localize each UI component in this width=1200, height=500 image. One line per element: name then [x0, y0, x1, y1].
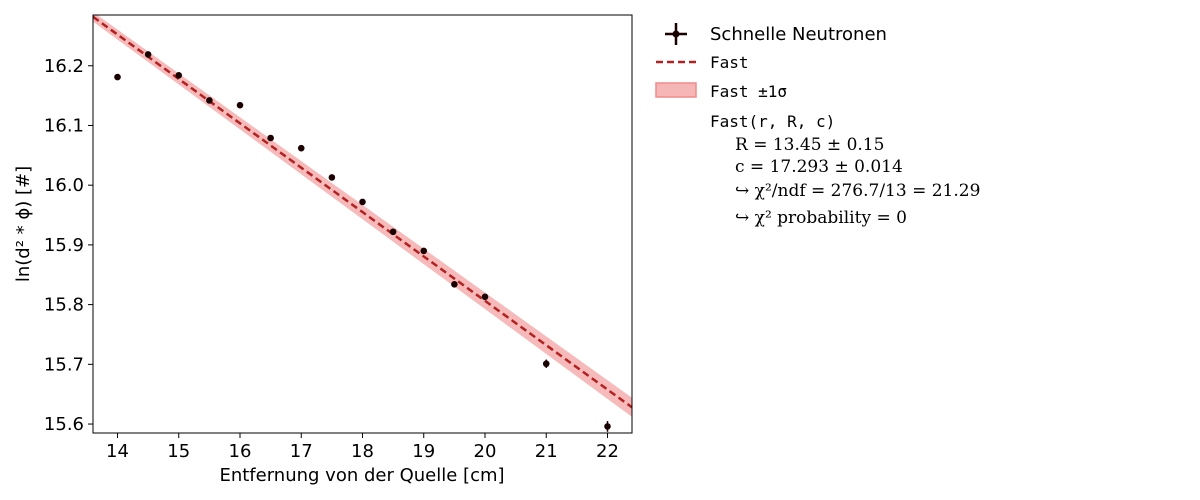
legend-band-swatch: [655, 82, 697, 98]
legend-item-band: Fast ±1σ: [655, 82, 787, 101]
data-point-marker: [297, 144, 305, 152]
y-tick-label: 15.9: [44, 235, 84, 256]
legend-chi2-ndf: ↪ χ²/ndf = 276.7/13 = 21.29: [735, 181, 980, 201]
y-tick-label: 16.0: [44, 175, 84, 196]
y-tick-label: 15.6: [44, 414, 84, 435]
legend-item-points: Schnelle Neutronen: [665, 23, 887, 45]
data-point-marker: [206, 97, 213, 104]
x-tick-label: 19: [412, 441, 435, 462]
y-tick-label: 16.2: [44, 56, 84, 77]
data-point-marker: [542, 360, 550, 368]
data-point-marker: [420, 247, 428, 255]
legend-chi2-probability: ↪ χ² probability = 0: [735, 208, 907, 228]
y-axis-title: ln(d² * ϕ) [#]: [13, 166, 34, 282]
data-point: [175, 72, 183, 79]
data-point: [420, 247, 428, 255]
data-point: [481, 293, 489, 301]
plot-area: [93, 15, 632, 432]
x-tick-label: 17: [290, 441, 313, 462]
legend-label-band: Fast ±1σ: [710, 82, 787, 101]
data-point-marker: [389, 228, 397, 236]
fit-uncertainty-band: [93, 15, 632, 417]
data-point-marker: [359, 198, 366, 206]
legend-param-c: c = 17.293 ± 0.014: [735, 157, 903, 177]
data-point: [267, 134, 274, 142]
data-point: [144, 51, 152, 58]
x-axis-title: Entfernung von der Quelle [cm]: [219, 465, 504, 486]
x-tick-label: 16: [229, 441, 252, 462]
x-tick-label: 14: [106, 441, 129, 462]
data-point: [206, 97, 213, 104]
x-tick-label: 18: [351, 441, 374, 462]
x-tick-label: 15: [167, 441, 190, 462]
data-point: [114, 73, 121, 81]
x-tick-label: 22: [596, 441, 619, 462]
data-point: [451, 281, 458, 288]
data-point-marker: [236, 101, 244, 109]
x-axis-ticks: 14 15 16 17 18 19 20 21 22: [106, 433, 619, 462]
legend-param-r: R = 13.45 ± 0.15: [735, 135, 884, 155]
x-tick-label: 21: [535, 441, 558, 462]
data-point-marker: [481, 293, 489, 301]
legend-item-fit: Fast: [656, 53, 749, 72]
y-axis-ticks: 15.6 15.7 15.8 15.9 16.0 16.1 16.2: [44, 56, 93, 435]
data-point: [389, 228, 397, 236]
legend: Schnelle Neutronen Fast Fast ±1σ Fast(r,…: [655, 23, 980, 228]
data-point-marker: [175, 72, 183, 79]
data-point: [359, 198, 366, 206]
data-point-marker: [328, 174, 336, 181]
data-point-marker: [451, 281, 458, 288]
fit-line: [93, 15, 632, 409]
data-point-marker: [604, 423, 611, 430]
data-point: [297, 144, 305, 152]
data-point: [236, 101, 244, 109]
y-tick-label: 15.7: [44, 354, 84, 375]
legend-point-marker: [672, 30, 680, 38]
data-point: [328, 174, 336, 181]
data-point-marker: [114, 73, 121, 81]
data-point: [604, 421, 611, 432]
y-tick-label: 15.8: [44, 295, 84, 316]
legend-label-fit: Fast: [710, 53, 749, 72]
legend-fit-function: Fast(r, R, c): [710, 112, 835, 131]
data-point: [542, 359, 550, 368]
y-tick-label: 16.1: [44, 115, 84, 136]
data-point-marker: [267, 134, 274, 142]
legend-label-points: Schnelle Neutronen: [710, 24, 887, 45]
x-tick-label: 20: [474, 441, 497, 462]
data-point-marker: [144, 51, 152, 58]
